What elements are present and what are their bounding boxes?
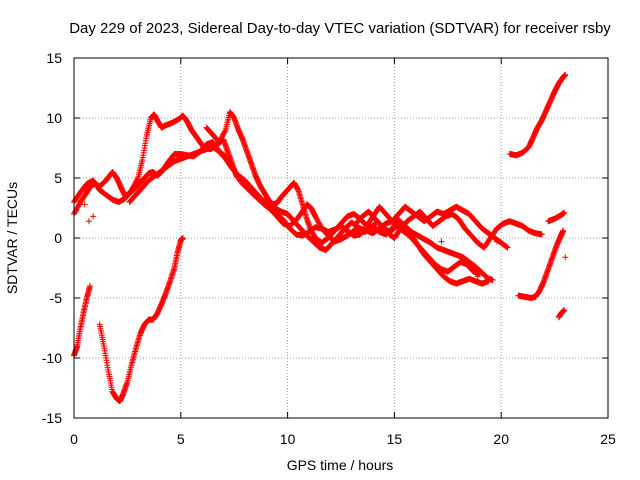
y-tick-label: -10 (42, 350, 62, 366)
data-marks (71, 71, 569, 405)
data-point (179, 235, 186, 241)
series-track-g (352, 208, 545, 251)
data-point (134, 176, 141, 183)
data-point (493, 238, 500, 245)
y-tick-label: -15 (42, 410, 62, 426)
data-point (87, 283, 94, 289)
data-point (504, 244, 511, 251)
series-track-f (203, 109, 511, 251)
axis-ticks: 0 5 10 15 20 25 -15 -10 -5 0 5 10 15 (42, 50, 616, 447)
data-point (438, 238, 445, 245)
data-point (474, 273, 481, 280)
data-point (85, 218, 92, 225)
series-track-j (545, 209, 568, 225)
series-track-e (126, 143, 492, 287)
series-outliers (81, 201, 569, 280)
x-tick-label: 10 (280, 431, 296, 447)
x-axis-label: GPS time / hours (287, 457, 394, 473)
y-tick-label: 0 (54, 230, 62, 246)
series-track-b (96, 235, 186, 405)
data-point (562, 71, 569, 78)
series-track-h (506, 71, 569, 159)
data-point (561, 307, 568, 313)
y-tick-label: 5 (54, 170, 62, 186)
series-track-k (555, 307, 568, 321)
x-tick-label: 5 (177, 431, 185, 447)
data-point (489, 277, 496, 283)
series-track-a (71, 283, 94, 359)
series-track-i (515, 227, 567, 301)
data-point (561, 209, 568, 216)
x-tick-label: 25 (600, 431, 616, 447)
data-point (81, 201, 88, 208)
y-tick-label: -5 (50, 290, 63, 306)
x-tick-label: 0 (70, 431, 78, 447)
data-point (560, 227, 567, 234)
data-point (222, 128, 229, 135)
data-point (485, 278, 492, 285)
y-axis-label: SDTVAR / TECUs (4, 182, 20, 294)
data-point (90, 213, 97, 220)
y-tick-label: 15 (46, 50, 62, 66)
y-tick-label: 10 (46, 110, 62, 126)
x-tick-label: 20 (493, 431, 509, 447)
chart-title: Day 229 of 2023, Sidereal Day-to-day VTE… (69, 20, 611, 37)
x-tick-label: 15 (387, 431, 403, 447)
data-point (562, 254, 569, 261)
data-point (538, 231, 545, 238)
